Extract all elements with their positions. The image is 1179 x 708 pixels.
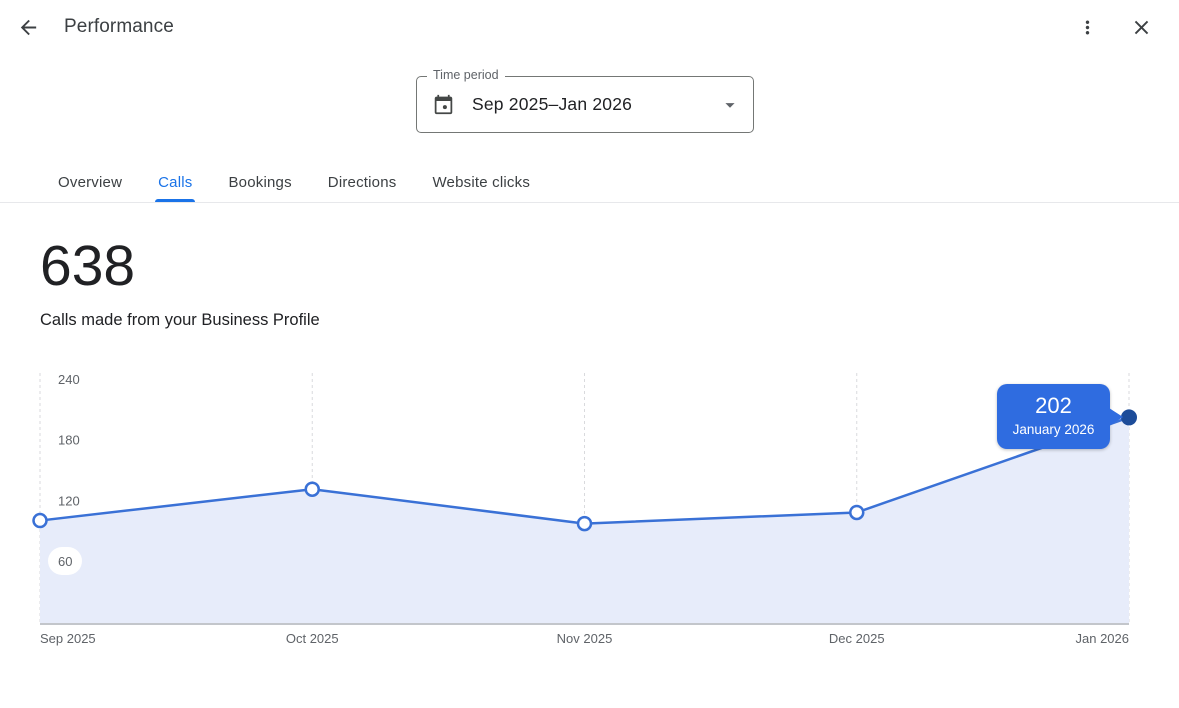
metric-description: Calls made from your Business Profile [40,311,320,329]
data-point-jan-2026[interactable] [1121,409,1137,426]
y-tick-label-180: 180 [58,433,80,448]
chart-tooltip: 202 January 2026 [997,384,1123,449]
x-axis-label-sep-2025: Sep 2025 [40,631,96,646]
x-axis-label-dec-2025: Dec 2025 [829,631,885,646]
tabs-divider [0,202,1179,203]
chart-area [40,417,1129,624]
y-tick-label-60: 60 [58,554,72,569]
data-point-oct-2025[interactable] [304,481,320,497]
metric-summary: 638 Calls made from your Business Profil… [0,233,1179,332]
x-axis-label-oct-2025: Oct 2025 [286,631,339,646]
tooltip-value: 202 [1035,393,1072,418]
data-point-sep-2025[interactable] [32,512,48,529]
time-period-select[interactable]: Time period Sep 2025–Jan 2026 [416,68,754,133]
calls-line-chart[interactable]: 60 120 180 240 Sep 2025 Oct 2025 Nov 2025 Dec 2… [0,364,1179,664]
calendar-icon [434,94,453,115]
tab-calls[interactable]: Calls [140,162,210,202]
page-title: Performance [64,16,174,37]
top-bar: Performance [0,0,1179,54]
time-period-label: Time period [427,68,505,82]
tooltip-tail [1109,408,1123,426]
close-icon [1134,20,1148,34]
x-axis-label-jan-2026: Jan 2026 [1076,631,1130,646]
tab-overview[interactable]: Overview [40,162,140,202]
data-point-nov-2025[interactable] [576,515,593,532]
chart-canvas: 60 120 180 240 Sep 2025 Oct 2025 Nov 2025 Dec 2… [32,372,1137,646]
close-button[interactable] [1121,7,1161,47]
back-arrow-icon [20,19,36,35]
dropdown-caret-icon [725,102,735,108]
metric-value: 638 [40,234,136,298]
tab-website-clicks[interactable]: Website clicks [414,162,548,202]
more-options-button[interactable] [1067,7,1107,47]
y-tick-pill-60 [48,547,82,575]
y-tick-label-240: 240 [58,372,80,387]
tab-bar: Overview Calls Bookings Directions Websi… [0,162,1179,202]
tab-directions[interactable]: Directions [310,162,415,202]
topbar-actions [1067,7,1161,47]
back-button[interactable] [8,7,48,47]
tab-bookings[interactable]: Bookings [210,162,309,202]
kebab-menu-icon [1085,20,1089,34]
data-point-dec-2025[interactable] [849,504,865,521]
tooltip-label: January 2026 [1012,422,1095,437]
x-axis-label-nov-2025: Nov 2025 [557,631,613,646]
time-period-value: Sep 2025–Jan 2026 [472,94,633,114]
y-tick-label-120: 120 [58,493,80,508]
